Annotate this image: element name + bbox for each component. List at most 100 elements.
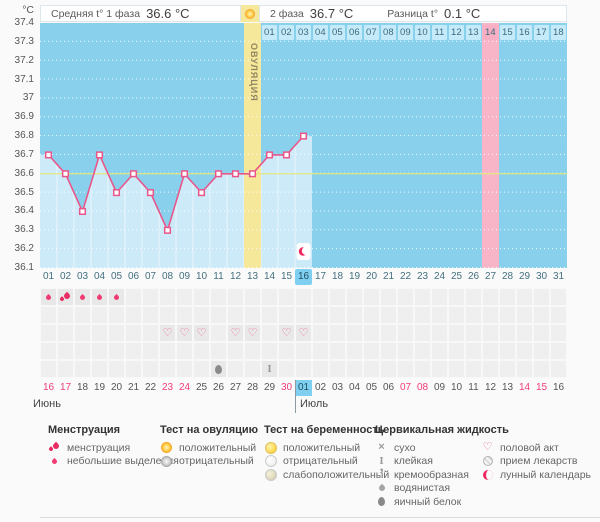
cervical-fluid-row-cell: [244, 360, 261, 378]
intercourse-row-cell: [295, 324, 312, 342]
cycle-day-cell[interactable]: 04: [93, 271, 106, 282]
calendar-date-cell[interactable]: 01: [295, 380, 312, 396]
cycle-day-cell[interactable]: 06: [127, 271, 140, 282]
cycle-day-cell[interactable]: 02: [59, 271, 72, 282]
calendar-date-cell[interactable]: 24: [178, 382, 191, 393]
cycle-day-cell[interactable]: 20: [365, 271, 378, 282]
cervical-fluid-row-cell: [227, 360, 244, 378]
cycle-day-cell[interactable]: 11: [213, 271, 224, 282]
cycle-day-cell[interactable]: 27: [484, 271, 497, 282]
calendar-date-cell[interactable]: 21: [127, 382, 140, 393]
legend-item-label: отрицательный: [179, 455, 254, 467]
menstruation-row-cell: [312, 288, 329, 306]
moon-icon: [482, 469, 493, 480]
calendar-date-cell[interactable]: 16: [42, 382, 55, 393]
calendar-date-cell[interactable]: 05: [365, 382, 378, 393]
empty-row-cell: [91, 342, 108, 360]
cycle-day-cell[interactable]: 05: [110, 271, 123, 282]
phase1-value: 36.6 °C: [146, 6, 190, 21]
empty-row-cell: [125, 342, 142, 360]
calendar-date-cell[interactable]: 04: [348, 382, 361, 393]
calendar-date-cell[interactable]: 13: [501, 382, 514, 393]
calendar-date-cell[interactable]: 22: [144, 382, 157, 393]
menstruation-row-cell: [57, 288, 74, 306]
legend-icon-box: [48, 457, 61, 465]
calendar-date-cell[interactable]: 12: [484, 382, 497, 393]
calendar-date-cell[interactable]: 30: [280, 382, 293, 393]
menstruation-row-cell: [91, 288, 108, 306]
calendar-date-cell[interactable]: 20: [110, 382, 123, 393]
cycle-day-cell[interactable]: 12: [229, 271, 242, 282]
cycle-day-cell[interactable]: 30: [535, 271, 548, 282]
cycle-day-cell[interactable]: 03: [76, 271, 89, 282]
empty-row-cell: [397, 342, 414, 360]
cycle-day-cell[interactable]: 07: [144, 271, 157, 282]
legend-item: отрицательный: [160, 455, 258, 468]
calendar-date-cell[interactable]: 08: [416, 382, 429, 393]
calendar-date-cell[interactable]: 09: [433, 382, 446, 393]
calendar-date-cell[interactable]: 26: [212, 382, 225, 393]
legend-icon-box: [375, 456, 388, 467]
calendar-date-cell[interactable]: 25: [195, 382, 208, 393]
cycle-day-cell[interactable]: 28: [501, 271, 514, 282]
calendar-date-cell[interactable]: 28: [246, 382, 259, 393]
legend-item: сухо: [375, 441, 509, 454]
cycle-day-cell[interactable]: 25: [450, 271, 463, 282]
calendar-date-cell[interactable]: 03: [331, 382, 344, 393]
cycle-day-cell[interactable]: 15: [280, 271, 293, 282]
menstruation-row-cell: [40, 288, 57, 306]
cycle-day-cell[interactable]: 18: [331, 271, 344, 282]
cycle-day-cell[interactable]: 23: [416, 271, 429, 282]
empty-row-cell: [550, 342, 567, 360]
calendar-date-cell[interactable]: 15: [535, 382, 548, 393]
cycle-day-cell[interactable]: 10: [195, 271, 208, 282]
legend-item-label: лунный календарь: [500, 468, 592, 481]
y-axis-tick: 37.4: [14, 17, 34, 28]
cycle-day-cell[interactable]: 14: [263, 271, 276, 282]
cycle-day-cell[interactable]: 01: [42, 271, 55, 282]
calendar-date-cell[interactable]: 07: [399, 382, 412, 393]
cycle-day-cell[interactable]: 21: [382, 271, 395, 282]
bottom-divider: [40, 517, 600, 518]
cycle-day-cell[interactable]: 24: [433, 271, 446, 282]
legend-item-label: кремообразная: [394, 468, 469, 481]
calendar-date-cell[interactable]: 27: [229, 382, 242, 393]
cycle-day-cell[interactable]: 13: [246, 271, 259, 282]
menstruation-row-cell: [346, 288, 363, 306]
empty-row-cell: [448, 342, 465, 360]
legend-icon-box: [375, 483, 388, 493]
dpo-cell: 05: [329, 25, 346, 40]
cycle-day-cell[interactable]: 17: [314, 271, 327, 282]
dpo-cell: 08: [380, 25, 397, 40]
calendar-date-cell[interactable]: 23: [161, 382, 174, 393]
cycle-day-cell[interactable]: 09: [178, 271, 191, 282]
legend-section: Тест на овуляцию положительный отрицательн…: [160, 424, 258, 468]
legend-section: Тест на беременность положительный отрицат…: [264, 424, 389, 482]
calendar-date-cell[interactable]: 19: [93, 382, 106, 393]
calendar-date-cell[interactable]: 17: [59, 382, 72, 393]
cycle-day-cell[interactable]: 08: [161, 271, 174, 282]
cycle-day-cell[interactable]: 29: [518, 271, 531, 282]
calendar-date-cell[interactable]: 14: [518, 382, 531, 393]
cycle-day-cell[interactable]: 31: [552, 271, 565, 282]
calendar-date-cell[interactable]: 16: [552, 382, 565, 393]
symbol-grid: [40, 288, 567, 378]
cycle-day-cell[interactable]: 22: [399, 271, 412, 282]
calendar-date-cell[interactable]: 18: [76, 382, 89, 393]
y-axis-tick: 37.2: [14, 54, 34, 66]
legend-item: водянистая: [375, 482, 509, 495]
empty-row-cell: [74, 306, 91, 324]
calendar-date-cell[interactable]: 10: [450, 382, 463, 393]
cycle-day-cell[interactable]: 16: [295, 269, 312, 285]
calendar-date-cell[interactable]: 02: [314, 382, 327, 393]
empty-row-cell: [227, 306, 244, 324]
calendar-date-cell[interactable]: 29: [263, 382, 276, 393]
dpo-cell: 13: [465, 25, 482, 40]
cycle-day-cell[interactable]: 19: [348, 271, 361, 282]
cervical-fluid-row-cell: [74, 360, 91, 378]
cycle-day-cell[interactable]: 26: [467, 271, 480, 282]
intercourse-row-cell: [465, 324, 482, 342]
intercourse-row-cell: [397, 324, 414, 342]
calendar-date-cell[interactable]: 06: [382, 382, 395, 393]
calendar-date-cell[interactable]: 11: [468, 382, 479, 393]
